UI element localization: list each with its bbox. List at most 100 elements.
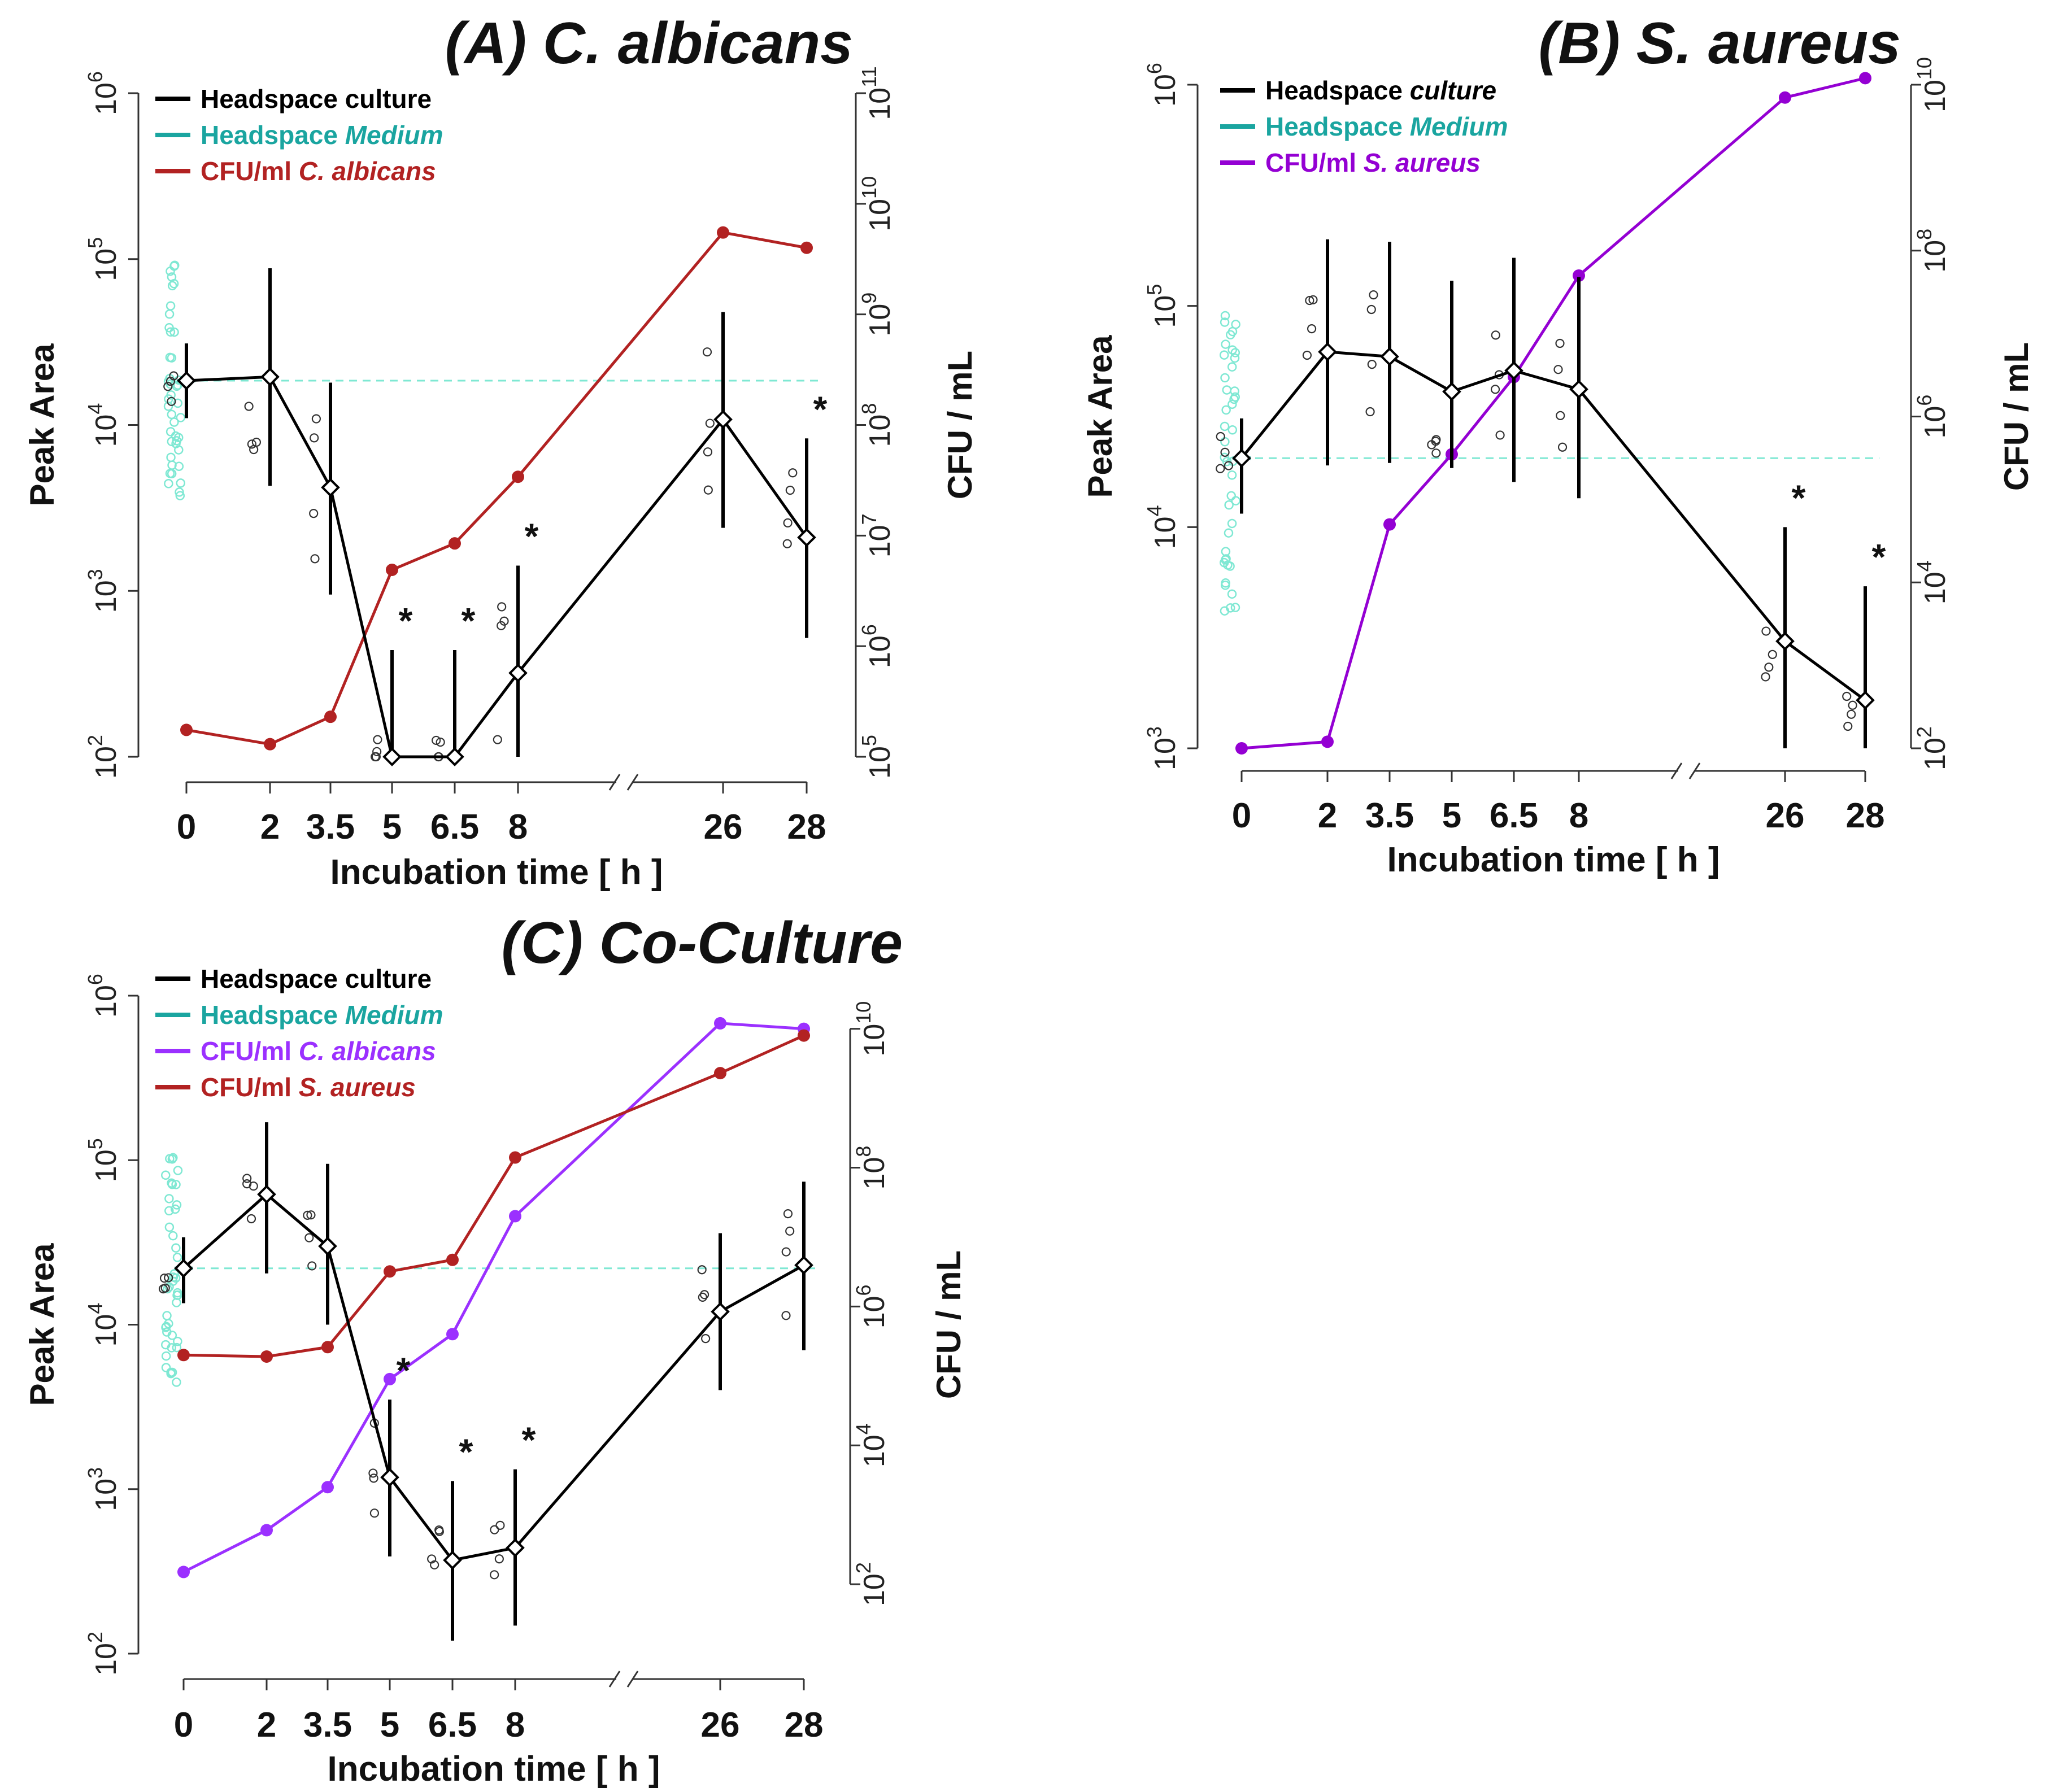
medium-sample-point	[168, 1231, 178, 1241]
legend-label: Headspace culture	[201, 84, 432, 114]
left-y-tick-label-exp: 2	[84, 735, 107, 746]
medium-sample-point	[162, 1311, 172, 1320]
culture-replicate-point	[371, 752, 381, 762]
right-y-tick-label-text: 104	[852, 1423, 891, 1467]
medium-sample-point	[172, 1200, 182, 1210]
right-y-tick-label-base: 10	[1919, 406, 1952, 439]
legend-label-text: Headspace culture	[201, 84, 432, 114]
right-y-tick-label-exp: 6	[1913, 395, 1936, 406]
culture-mean-point	[506, 1538, 525, 1558]
culture-replicate-point	[697, 1265, 707, 1275]
culture-replicate-point	[1495, 430, 1505, 440]
significance-marker: *	[459, 1431, 473, 1472]
x-axis-break-mark	[1670, 762, 1683, 779]
culture-replicate-point	[1308, 295, 1318, 304]
right-y-tick-label-text: 1011	[857, 66, 896, 120]
legend-label: CFU/ml S. aureus	[1265, 148, 1481, 177]
cfu-data-point	[1573, 269, 1585, 282]
left-y-tick-label-exp: 5	[84, 1138, 107, 1149]
left-y-tick-label-text: 104	[84, 1303, 123, 1347]
culture-mean-point	[321, 478, 340, 497]
left-y-tick-label-text: 105	[84, 1138, 123, 1182]
cfu-data-point	[321, 1341, 334, 1354]
left-y-tick-label-text: 105	[84, 237, 123, 281]
significance-marker: *	[462, 600, 476, 641]
culture-replicate-point	[782, 539, 792, 548]
right-y-tick-label-exp: 8	[857, 403, 881, 415]
medium-sample-point	[166, 1368, 176, 1379]
medium-sample-point	[1231, 496, 1240, 505]
culture-mean-point	[1856, 690, 1875, 710]
culture-replicate-point	[436, 737, 445, 747]
x-tick-label: 6.5	[428, 1706, 477, 1745]
culture-replicate-point	[372, 747, 382, 756]
legend-label-italic: S. aureus	[291, 1072, 416, 1102]
culture-mean-point	[1380, 347, 1399, 367]
culture-replicate-point	[781, 1247, 791, 1257]
cfu-data-point	[800, 241, 813, 254]
cfu-data-point	[264, 738, 276, 751]
culture-replicate-point	[306, 1210, 316, 1220]
x-tick-label: 6.5	[430, 808, 479, 847]
cfu-data-point	[324, 710, 337, 723]
left-y-tick-label-base: 10	[1149, 74, 1182, 107]
right-y-tick-label-text: 107	[857, 513, 896, 557]
right-y-tick-label: 1011	[857, 66, 896, 120]
left-y-tick-label-text: 103	[84, 569, 123, 613]
culture-replicate-point	[1431, 448, 1441, 458]
culture-replicate-point	[783, 1209, 793, 1219]
x-axis-break-mark	[626, 774, 639, 791]
left-y-axis-label: Peak Area	[1081, 335, 1119, 498]
left-y-tick-label: 105	[84, 1138, 123, 1182]
culture-replicate-point	[159, 1274, 169, 1283]
left-y-tick-label-base: 10	[90, 580, 123, 613]
x-axis-label: Incubation time [ h ]	[1387, 840, 1720, 879]
medium-sample-point	[169, 261, 179, 271]
medium-sample-point	[164, 1319, 173, 1328]
cfu-data-point	[509, 1210, 521, 1223]
culture-replicate-point	[1302, 350, 1312, 360]
left-y-tick-label-base: 10	[1149, 516, 1182, 549]
culture-mean-point	[1504, 361, 1523, 381]
x-tick-label: 0	[174, 1706, 193, 1745]
right-y-tick-label-base: 10	[858, 1157, 891, 1190]
right-y-tick-label-base: 10	[864, 746, 896, 779]
culture-replicate-point	[167, 396, 176, 406]
left-y-tick-label: 102	[84, 1632, 123, 1676]
x-tick-label: 8	[1569, 796, 1588, 835]
left-y-tick-label: 104	[1143, 505, 1182, 549]
medium-sample-point	[172, 1377, 181, 1387]
right-y-tick-label-text: 102	[852, 1562, 891, 1606]
x-tick-label: 6.5	[1490, 796, 1538, 835]
culture-replicate-point	[249, 1181, 258, 1191]
x-tick-label: 5	[382, 808, 402, 847]
culture-replicate-point	[1556, 411, 1565, 420]
legend-label-text: Headspace culture	[201, 964, 432, 993]
cfu-data-point	[177, 1566, 190, 1579]
medium-sample-point	[171, 1243, 181, 1253]
right-y-tick-label: 106	[1913, 395, 1952, 439]
culture-replicate-point	[705, 418, 715, 428]
culture-mean-point	[380, 1467, 399, 1487]
panel-title: (C) Co-Culture	[501, 910, 903, 976]
left-y-tick-label-exp: 3	[1143, 726, 1166, 738]
right-y-tick-label-exp: 5	[857, 735, 881, 746]
right-y-axis-label: CFU / mL	[941, 351, 979, 499]
culture-replicate-point	[1553, 365, 1563, 374]
cfu-data-point	[1383, 518, 1396, 531]
cfu-data-point	[717, 226, 729, 239]
right-y-tick-label-base: 10	[858, 1573, 891, 1606]
x-tick-label: 2	[257, 1706, 276, 1745]
cfu-data-point	[509, 1151, 521, 1164]
right-y-tick-label-text: 104	[1913, 560, 1952, 604]
panel-a: 10210310410510610510610710810910101011Pe…	[23, 11, 979, 892]
cfu-data-point	[386, 564, 398, 577]
medium-sample-point	[167, 1179, 177, 1189]
culture-mean-point	[260, 367, 280, 387]
left-y-tick-label-text: 102	[84, 735, 123, 779]
left-y-tick-label-text: 103	[1143, 726, 1182, 770]
right-y-tick-label-exp: 11	[857, 66, 881, 87]
x-tick-label: 28	[785, 1706, 824, 1745]
medium-sample-point	[1230, 348, 1240, 357]
x-tick-label: 3.5	[1365, 796, 1414, 835]
